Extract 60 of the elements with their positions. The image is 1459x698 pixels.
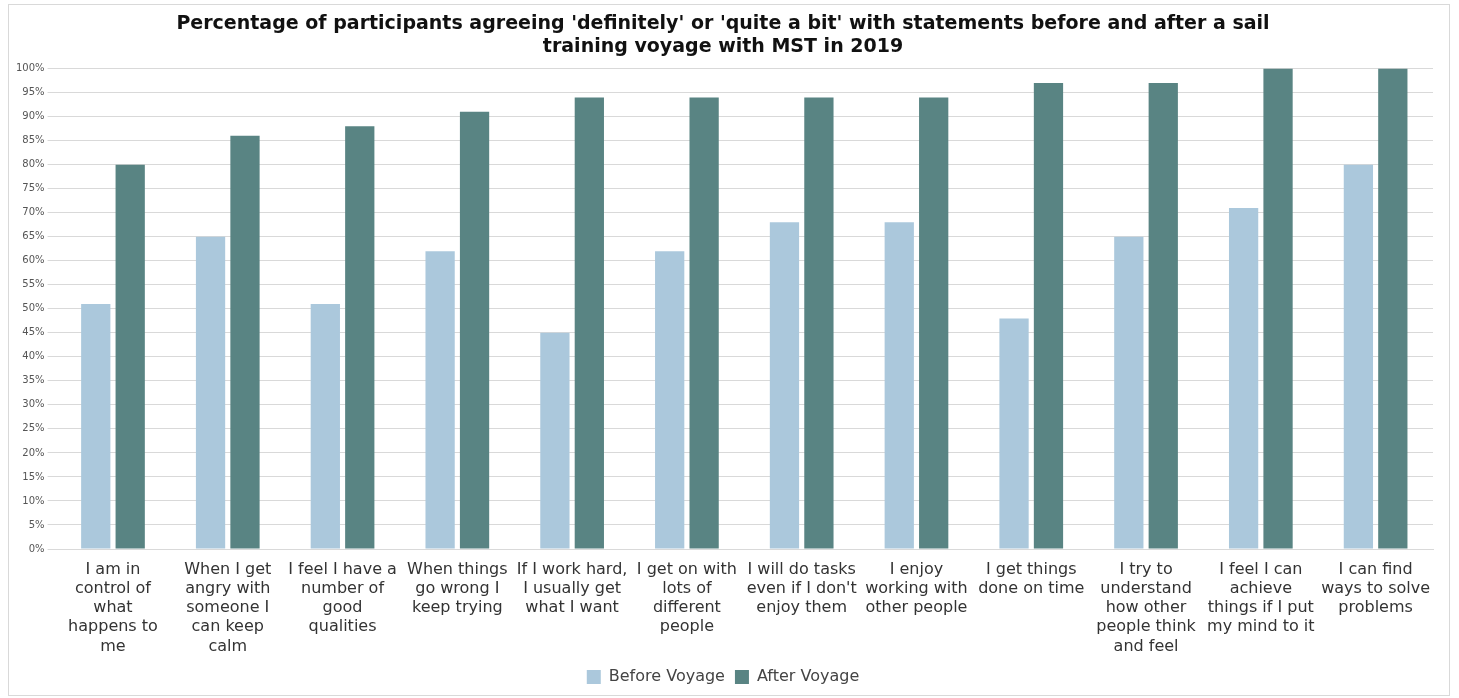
x-tick-label: I feel I can achieve things if I put my mind to it — [1207, 558, 1315, 636]
y-tick-label: 55% — [22, 278, 45, 290]
x-tick-label: If I work hard, I usually get what I want — [516, 558, 628, 617]
bar — [230, 135, 260, 549]
x-tick-label: I will do tasks even if I don't enjoy them — [746, 558, 857, 617]
bar — [655, 251, 685, 549]
x-tick-label: I get things done on time — [978, 558, 1085, 597]
x-tick-label: I can find ways to solve problems — [1321, 558, 1431, 617]
y-tick-label: 75% — [22, 182, 45, 194]
bar — [310, 304, 340, 549]
bar — [1343, 164, 1374, 549]
bar — [425, 251, 455, 549]
x-tick-label: When I get angry with someone I can keep calm — [184, 558, 272, 655]
bar — [574, 97, 604, 549]
y-tick-label: 30% — [22, 398, 45, 410]
y-tick-label: 20% — [22, 446, 45, 458]
x-tick-label: I feel I have a number of good qualities — [288, 558, 397, 636]
bar — [345, 126, 375, 549]
bar — [769, 222, 800, 549]
y-tick-label: 15% — [22, 470, 45, 482]
y-tick-label: 35% — [22, 374, 45, 386]
bar — [1148, 83, 1178, 549]
bar — [81, 304, 111, 549]
y-tick-label: 10% — [22, 494, 45, 506]
y-tick-label: 80% — [22, 158, 45, 170]
y-tick-label: 100% — [16, 62, 45, 74]
x-tick-label: I am in control of what happens to me — [68, 558, 158, 655]
bar — [1228, 207, 1259, 549]
bar — [115, 164, 145, 549]
chart-title: Percentage of participants agreeing 'definitely' or 'quite a bit' with statements before and after a sail training voyage with MST in 2019 — [176, 11, 1270, 57]
bar — [1033, 83, 1064, 549]
y-tick-label: 0% — [28, 542, 45, 554]
bar — [1378, 68, 1408, 549]
y-tick-label: 95% — [22, 86, 45, 98]
bar — [195, 236, 226, 549]
bar — [540, 332, 570, 549]
bar — [1114, 236, 1144, 549]
bar — [999, 318, 1029, 549]
y-tick-label: 40% — [22, 350, 45, 362]
bar — [884, 222, 914, 549]
x-tick-label: I get on with lots of different people — [636, 558, 737, 636]
x-tick-label: I try to understand how other people think and feel — [1096, 558, 1197, 655]
x-tick-label: When things go wrong I keep trying — [407, 558, 508, 617]
bar — [1263, 68, 1293, 549]
legend-label: Before Voyage — [608, 666, 725, 686]
y-tick-label: 65% — [22, 230, 45, 242]
y-tick-label: 5% — [28, 518, 45, 530]
legend-label: After Voyage — [756, 666, 860, 686]
y-tick-label: 25% — [22, 422, 45, 434]
bar — [919, 97, 949, 549]
x-tick-label: I enjoy working with other people — [865, 558, 968, 617]
bar — [689, 97, 719, 549]
y-tick-label: 85% — [22, 134, 45, 146]
y-tick-label: 60% — [22, 254, 45, 266]
y-tick-label: 45% — [22, 326, 45, 338]
y-tick-label: 70% — [22, 206, 45, 218]
y-tick-label: 90% — [22, 110, 45, 122]
bar — [459, 111, 490, 549]
bar — [804, 97, 834, 549]
y-tick-label: 50% — [22, 302, 45, 314]
